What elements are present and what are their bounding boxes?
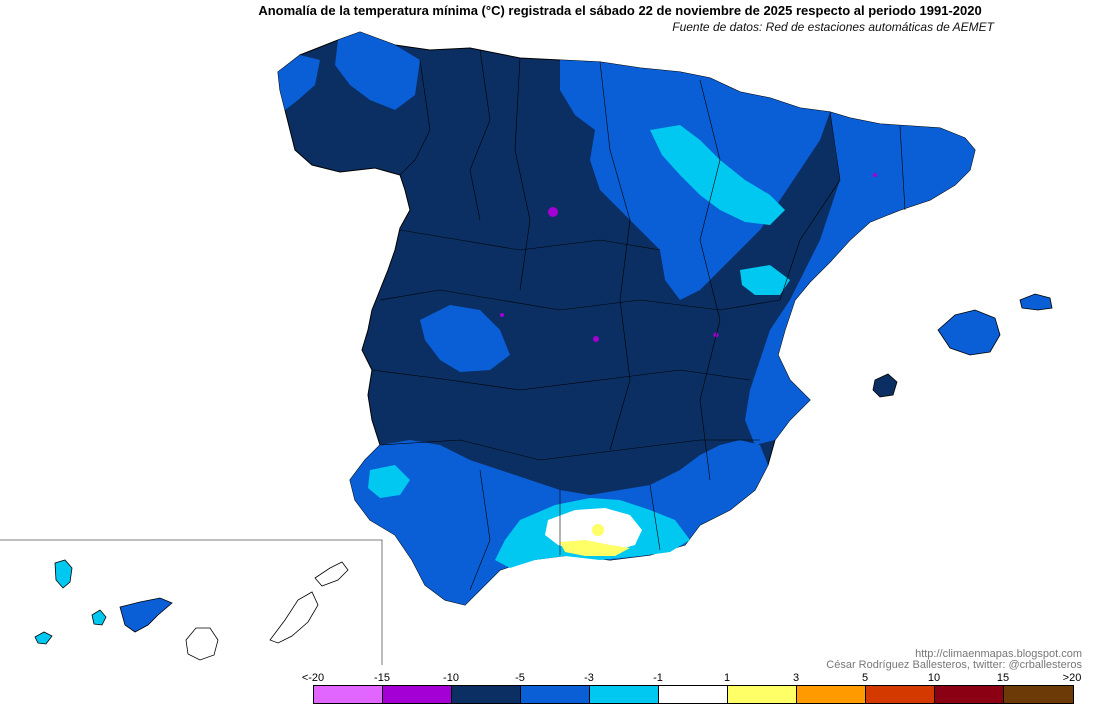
legend-swatch — [797, 686, 866, 703]
legend-tick-label: -5 — [515, 672, 525, 684]
canary-islands — [34, 559, 349, 661]
credit-author: César Rodríguez Ballesteros, twitter: @c… — [826, 659, 1082, 671]
legend-swatch — [659, 686, 728, 703]
legend-swatch — [866, 686, 935, 703]
map-title: Anomalía de la temperatura mínima (°C) r… — [258, 3, 982, 18]
legend-tick-label: >20 — [1062, 672, 1082, 684]
legend-tick-label: -3 — [584, 672, 594, 684]
credit-url: http://climaenmapas.blogspot.com — [915, 648, 1082, 660]
canary-inset-frame — [0, 539, 383, 665]
extreme-cold-spots — [500, 173, 877, 342]
legend-swatch — [452, 686, 521, 703]
legend-swatch — [935, 686, 1004, 703]
legend-tick-label: 10 — [927, 672, 941, 684]
legend-swatch — [1004, 686, 1073, 703]
legend-swatch — [521, 686, 590, 703]
legend-tick-label: 15 — [996, 672, 1010, 684]
legend-tick-label: -15 — [374, 672, 390, 684]
balearic-islands — [872, 293, 1053, 398]
map-subtitle: Fuente de datos: Red de estaciones autom… — [672, 20, 994, 34]
legend-swatch — [590, 686, 659, 703]
legend-tick-label: 1 — [723, 672, 731, 684]
legend-tick-label: 5 — [861, 672, 869, 684]
warm-anomaly-zones — [560, 524, 630, 556]
legend-ticks: <-20 -15 -10 -5 -3 -1 1 3 5 10 15 >20 — [0, 672, 1100, 686]
legend-tick-label: -1 — [653, 672, 663, 684]
legend-swatch — [383, 686, 452, 703]
color-legend — [313, 685, 1074, 704]
legend-swatch — [728, 686, 797, 703]
province-borders — [371, 49, 906, 591]
legend-swatch — [314, 686, 383, 703]
legend-tick-label: <-20 — [301, 672, 325, 684]
legend-tick-label: -10 — [443, 672, 459, 684]
legend-tick-label: 3 — [792, 672, 800, 684]
